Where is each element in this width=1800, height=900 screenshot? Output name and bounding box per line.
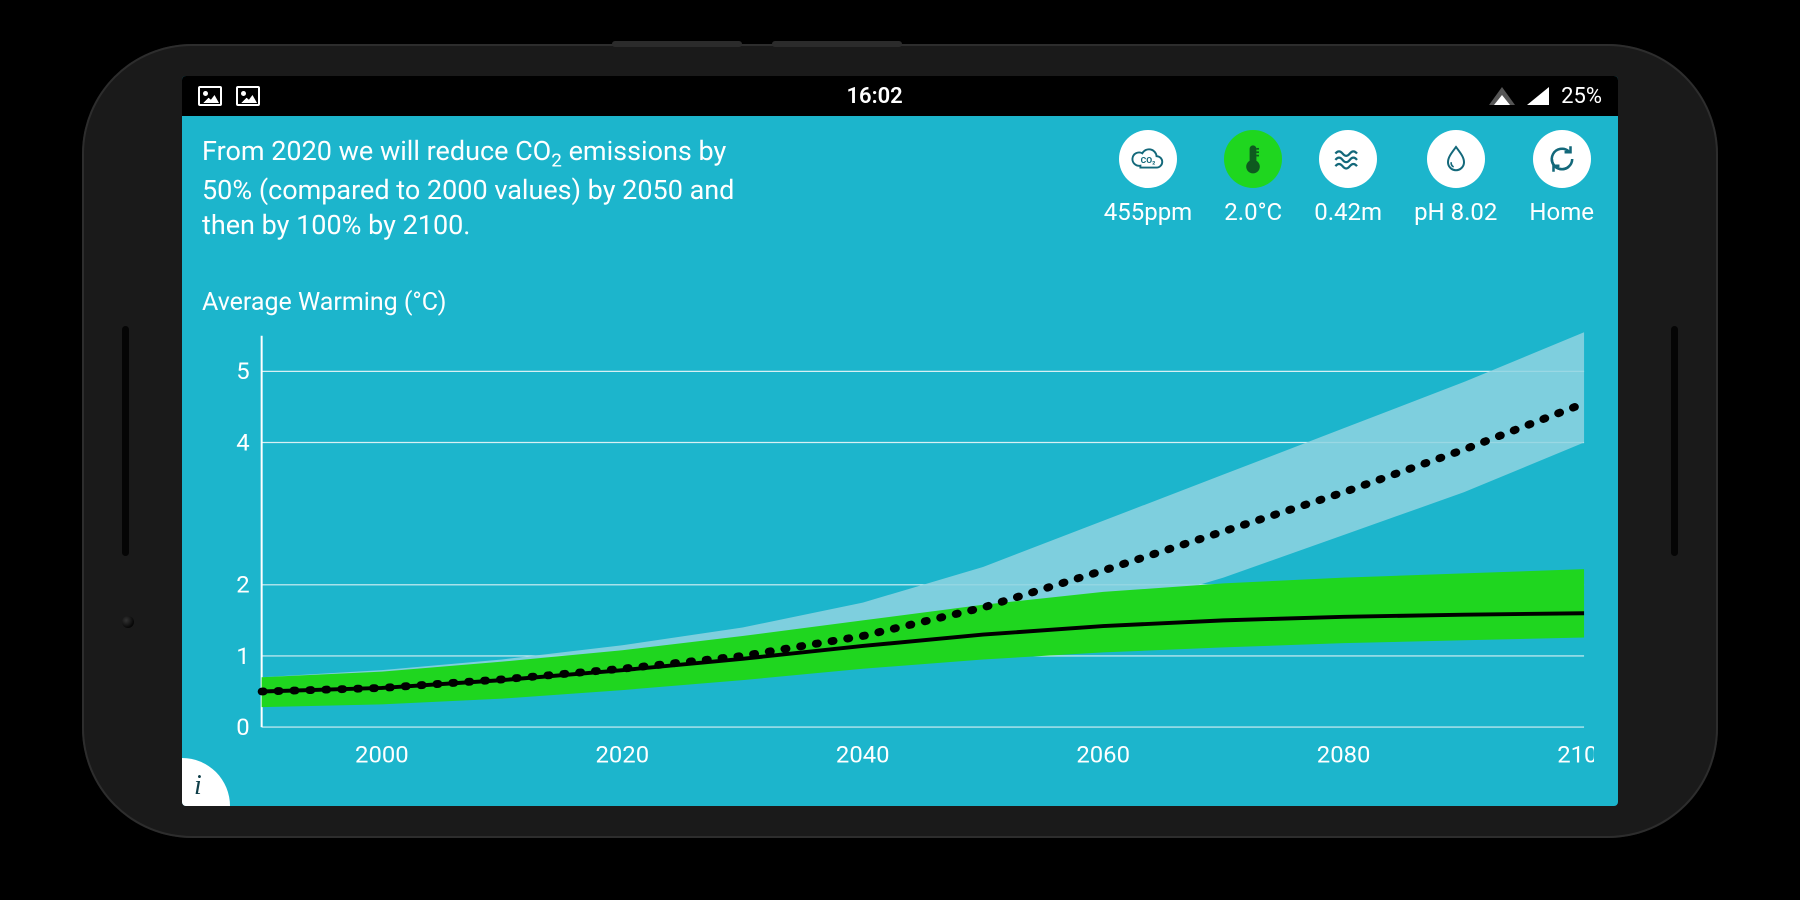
metric-label: Home xyxy=(1529,198,1594,226)
metric-temp[interactable]: 2.0°C xyxy=(1224,130,1282,226)
svg-text:0: 0 xyxy=(236,713,249,741)
svg-text:2020: 2020 xyxy=(596,740,650,768)
droplet-icon xyxy=(1427,130,1485,188)
waves-icon xyxy=(1319,130,1377,188)
notification-image-icon xyxy=(198,86,222,106)
thermometer-icon xyxy=(1224,130,1282,188)
co2-cloud-icon: CO₂ xyxy=(1119,130,1177,188)
status-bar: 16:02 25% xyxy=(182,76,1618,116)
power-button xyxy=(612,41,742,47)
svg-text:2040: 2040 xyxy=(836,740,890,768)
metric-co2[interactable]: CO₂ 455ppm xyxy=(1104,130,1192,226)
warming-chart: 0 1 2 4 5 2000 2020 2040 2060 2080 2100 xyxy=(202,326,1594,776)
metric-label: 2.0°C xyxy=(1224,198,1282,226)
svg-text:2100: 2100 xyxy=(1557,740,1594,768)
svg-text:2060: 2060 xyxy=(1076,740,1130,768)
wifi-icon xyxy=(1489,87,1515,105)
metric-sea[interactable]: 0.42m xyxy=(1314,130,1382,226)
svg-text:4: 4 xyxy=(236,429,249,457)
chart-title: Average Warming (°C) xyxy=(202,288,446,317)
metrics-row: CO₂ 455ppm 2.0°C 0.42m pH 8.02 Home xyxy=(1104,130,1594,226)
app-content: From 2020 we will reduce CO2 emissions b… xyxy=(182,116,1618,806)
front-camera xyxy=(122,616,134,628)
svg-text:2000: 2000 xyxy=(355,740,409,768)
phone-frame: 16:02 25% From 2020 we will reduce CO2 e… xyxy=(82,44,1718,838)
metric-ph[interactable]: pH 8.02 xyxy=(1414,130,1497,226)
metric-home[interactable]: Home xyxy=(1529,130,1594,226)
metric-label: 455ppm xyxy=(1104,198,1192,226)
refresh-icon xyxy=(1533,130,1591,188)
svg-text:2080: 2080 xyxy=(1317,740,1371,768)
scenario-description: From 2020 we will reduce CO2 emissions b… xyxy=(202,134,742,243)
metric-label: 0.42m xyxy=(1314,198,1382,226)
svg-text:1: 1 xyxy=(236,642,249,670)
screen: 16:02 25% From 2020 we will reduce CO2 e… xyxy=(182,76,1618,806)
cell-signal-icon xyxy=(1527,87,1549,105)
svg-text:2: 2 xyxy=(236,571,249,599)
volume-button xyxy=(772,41,902,47)
svg-text:5: 5 xyxy=(236,357,249,385)
status-time: 16:02 xyxy=(260,84,1489,109)
battery-percentage: 25% xyxy=(1561,84,1602,109)
svg-text:CO₂: CO₂ xyxy=(1141,156,1156,166)
notification-image-icon xyxy=(236,86,260,106)
metric-label: pH 8.02 xyxy=(1414,198,1497,226)
